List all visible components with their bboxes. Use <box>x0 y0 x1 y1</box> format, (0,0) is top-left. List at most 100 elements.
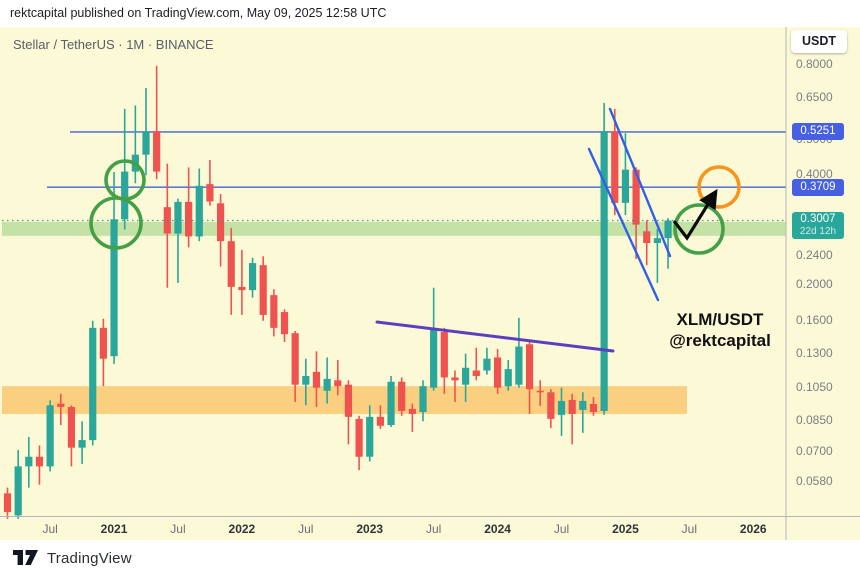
price-badge-current: 0.3007 22d 12h <box>792 211 844 239</box>
candle-2024-01 <box>493 357 502 388</box>
candle-2022-09 <box>323 378 331 391</box>
candle-2025-02 <box>632 169 640 225</box>
candle-2021-10 <box>206 184 214 202</box>
candle-2024-11 <box>600 131 608 411</box>
time-label-month: Jul <box>42 522 58 536</box>
time-label-year: 2025 <box>612 522 639 536</box>
candle-2024-06 <box>547 392 555 419</box>
candle-2022-06 <box>291 333 299 385</box>
candle-2022-01 <box>238 286 246 291</box>
time-label-year: 2023 <box>356 522 384 536</box>
candle-2023-11 <box>472 370 480 377</box>
candle-2020-08 <box>57 403 65 407</box>
candle-2023-08 <box>440 332 448 378</box>
candle-2021-08 <box>185 201 193 237</box>
candle-2023-09 <box>451 377 459 381</box>
chart-background <box>0 27 860 540</box>
price-label: 0.0700 <box>796 444 833 459</box>
time-label-month: Jul <box>298 522 314 536</box>
symbol-title[interactable]: Stellar / TetherUS · 1M · BINANCE <box>13 37 214 52</box>
candle-2024-08 <box>568 399 576 414</box>
candle-2020-05 <box>25 456 33 467</box>
tradingview-logo-icon[interactable] <box>13 550 39 566</box>
price-badge-level: 0.5251 <box>792 123 844 141</box>
candle-2020-10 <box>78 440 86 448</box>
channel-lower-line[interactable] <box>587 147 660 302</box>
candle-2024-03 <box>515 346 523 385</box>
candle-2020-11 <box>89 327 97 441</box>
candle-2022-02 <box>248 263 257 291</box>
price-label: 0.6500 <box>796 89 833 104</box>
price-label: 0.1050 <box>796 379 833 394</box>
currency-unit-button[interactable]: USDT <box>791 30 847 53</box>
candle-2020-12 <box>99 327 107 359</box>
watermark-symbol: XLM/USDT <box>676 310 764 329</box>
candle-2020-04 <box>14 466 22 516</box>
time-label-year: 2024 <box>484 522 511 536</box>
candle-2023-10 <box>462 367 470 385</box>
candle-2021-09 <box>195 185 203 237</box>
candle-2024-10 <box>589 403 598 413</box>
price-label: 0.2000 <box>796 277 833 292</box>
time-label-month: Jul <box>170 522 186 536</box>
time-label-year: 2022 <box>228 522 256 536</box>
candle-2023-12 <box>483 358 491 371</box>
candle-2022-08 <box>312 371 321 388</box>
candle-2022-07 <box>302 376 310 385</box>
green-circle-2021-retest[interactable] <box>89 196 143 250</box>
candle-2022-04 <box>270 295 278 328</box>
candle-2021-11 <box>216 203 225 242</box>
candle-2024-05 <box>536 390 544 393</box>
watermark-signature: XLM/USDT @rektcapital <box>640 309 800 351</box>
candle-2021-01 <box>110 219 118 357</box>
candle-2023-02 <box>376 416 384 426</box>
channel-upper-line[interactable] <box>608 107 672 258</box>
candle-2023-04 <box>398 381 406 411</box>
purple-resistance-trendline[interactable] <box>375 320 615 353</box>
candle-2022-11 <box>344 384 353 417</box>
price-badge-level: 0.3709 <box>792 178 844 196</box>
candle-2024-12 <box>611 131 619 203</box>
candle-2023-07 <box>430 329 438 388</box>
candle-2024-04 <box>525 344 534 390</box>
price-label: 0.1300 <box>796 345 833 360</box>
candle-2022-03 <box>259 265 267 315</box>
candle-2023-03 <box>387 381 395 426</box>
price-label: 0.0580 <box>796 474 833 488</box>
candle-2020-09 <box>67 406 76 448</box>
candle-2021-07 <box>174 201 182 234</box>
price-label: 0.0850 <box>796 413 833 428</box>
orange-circle-2025-target[interactable] <box>697 165 741 209</box>
watermark-handle: @rektcapital <box>669 331 771 350</box>
time-label-year: 2026 <box>739 522 767 536</box>
tradingview-wordmark[interactable]: TradingView <box>47 549 132 567</box>
time-label-year: 2021 <box>100 522 128 536</box>
time-label-month: Jul <box>681 522 698 536</box>
price-label: 0.4000 <box>796 167 833 182</box>
candle-2024-07 <box>557 400 566 415</box>
candle-2021-04 <box>142 131 150 155</box>
tradingview-footer: TradingView <box>0 540 860 576</box>
candle-2021-02 <box>121 171 129 220</box>
price-label: 0.2400 <box>796 248 833 263</box>
candle-2024-09 <box>579 400 587 410</box>
candle-2022-12 <box>355 418 363 457</box>
price-label: 0.8000 <box>796 57 833 71</box>
green-circle-2025-retest[interactable] <box>673 203 725 255</box>
candle-2022-10 <box>334 380 342 387</box>
candle-2023-05 <box>408 408 416 414</box>
candle-2020-06 <box>35 456 44 467</box>
candle-2025-03 <box>643 231 651 243</box>
candle-2022-05 <box>280 312 289 335</box>
candle-countdown: 22d 12h <box>799 225 837 237</box>
time-label-month: Jul <box>553 522 570 536</box>
publish-bar: rektcapital published on TradingView.com… <box>0 0 860 27</box>
candle-2025-04 <box>653 238 661 243</box>
breakout-arrow[interactable] <box>672 188 718 241</box>
candle-2023-01 <box>366 416 374 457</box>
publish-text: rektcapital published on TradingView.com… <box>10 6 387 20</box>
candle-2024-02 <box>504 369 512 387</box>
candle-2023-06 <box>419 386 427 413</box>
candle-2021-05 <box>153 131 161 172</box>
